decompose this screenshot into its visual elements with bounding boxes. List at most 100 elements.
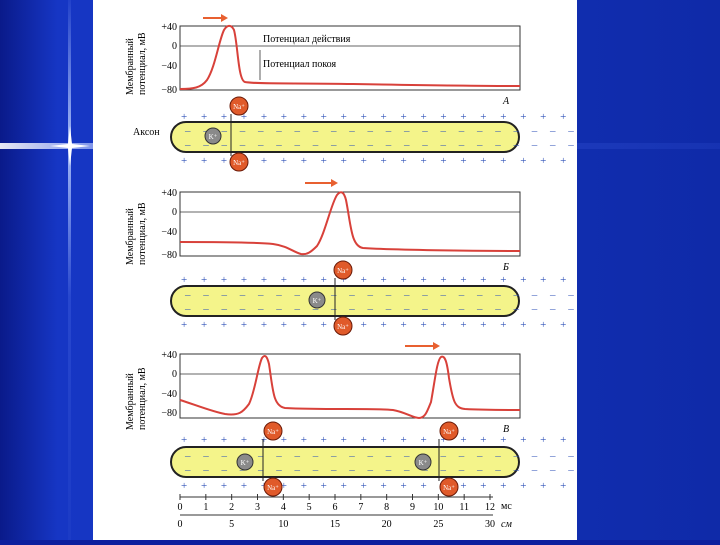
na-ion — [229, 96, 249, 116]
tick-label: −40 — [161, 61, 177, 72]
plus-row-bottom: + + + + + + + + + + + + + + + + + + + + … — [181, 155, 577, 167]
minus-row-top: – – – – – – – – – – – – – – – – – – – – … — [184, 450, 577, 462]
minus-row-top: – – – – – – – – – – – – – – – – – – – – … — [184, 125, 577, 137]
y-axis-label-line2: потенциал, мВ — [137, 367, 148, 430]
x-tick-label-cm: 25 — [433, 519, 443, 530]
tick-label: +40 — [161, 188, 177, 199]
y-axis-label-line1: Мембранный — [125, 373, 136, 430]
x-tick-label-ms: 10 — [433, 502, 443, 513]
x-tick-label-ms: 1 — [203, 502, 208, 513]
direction-arrow-head — [331, 179, 338, 187]
x-tick-label-ms: 0 — [178, 502, 183, 513]
tick-label: 0 — [172, 207, 177, 218]
plus-row-top: + + + + + + + + + + + + + + + + + + + + … — [181, 274, 577, 286]
minus-row-top: – – – – – – – – – – – – – – – – – – – – … — [184, 289, 577, 301]
k-ion-label: K⁺ — [313, 297, 322, 305]
x-axis-ms-ticks: 0 1 2 3 4 5 6 7 8 9 10 11 12 — [178, 494, 495, 513]
tick-label: −80 — [161, 408, 177, 419]
action-potential-figure: Мембранный потенциал, мВ +40 0 −40 −80 П… — [93, 0, 626, 540]
k-ion — [236, 453, 254, 471]
panel-a: Мембранный потенциал, мВ +40 0 −40 −80 П… — [125, 14, 626, 172]
potential-trace — [179, 24, 521, 90]
y-axis-label-line2: потенциал, мВ — [137, 32, 148, 95]
x-tick-label-cm: 20 — [382, 519, 392, 530]
x-tick-label-cm: 0 — [178, 519, 183, 530]
annotation-rest-potential: Потенциал покоя — [263, 59, 336, 70]
na-ion — [333, 316, 353, 336]
tick-label: 0 — [172, 41, 177, 52]
k-ion-label: K⁺ — [419, 459, 428, 467]
panel-b: Мембранный потенциал, мВ +40 0 −40 −80 Б… — [125, 179, 626, 336]
tick-label: 0 — [172, 369, 177, 380]
minus-row-bottom: – – – – – – – – – – – – – – – – – – – – … — [184, 464, 577, 476]
na-ion-label: Na⁺ — [337, 267, 349, 275]
panel-letter: Б — [502, 262, 509, 273]
x-tick-label-cm: 5 — [229, 519, 234, 530]
axon — [170, 446, 520, 478]
potential-trace — [179, 355, 521, 420]
direction-arrow-head — [433, 342, 440, 350]
x-tick-label-cm: 15 — [330, 519, 340, 530]
panel-c: Мембранный потенциал, мВ +40 0 −40 −80 В… — [125, 342, 626, 497]
y-axis-label-line1: Мембранный — [125, 38, 136, 95]
k-ion-label: K⁺ — [241, 459, 250, 467]
x-tick-label-ms: 7 — [358, 502, 363, 513]
decorative-vertical-line — [68, 0, 71, 540]
y-axis-label-line1: Мембранный — [125, 208, 136, 265]
na-ion-label: Na⁺ — [337, 323, 349, 331]
tick-label: −40 — [161, 389, 177, 400]
x-axes: 0 1 2 3 4 5 6 7 8 9 10 11 12 0 5 10 15 20 25 30 мс см — [178, 494, 512, 530]
potential-trace — [179, 191, 521, 256]
minus-row-bottom: – – – – – – – – – – – – – – – – – – – – … — [184, 303, 577, 315]
k-ion — [414, 453, 432, 471]
na-ion — [263, 421, 283, 441]
na-ion-label: Na⁺ — [443, 428, 455, 436]
x-tick-label-ms: 2 — [229, 502, 234, 513]
x-tick-label-cm: 30 — [485, 519, 495, 530]
axon — [170, 121, 520, 153]
axon — [170, 285, 520, 317]
tick-label: −80 — [161, 250, 177, 261]
plot-frame — [179, 353, 521, 419]
tick-label: −80 — [161, 85, 177, 96]
axon-label: Аксон — [133, 127, 160, 138]
na-ion — [229, 152, 249, 172]
plot-frame — [179, 191, 521, 257]
minus-row-bottom: – – – – – – – – – – – – – – – – – – – – … — [184, 139, 577, 151]
x-axis-cm-unit: см — [501, 519, 512, 530]
na-ion-label: Na⁺ — [267, 484, 279, 492]
x-tick-label-ms: 4 — [281, 502, 286, 513]
na-ion-label: Na⁺ — [233, 159, 245, 167]
na-ion — [263, 477, 283, 497]
x-tick-label-ms: 11 — [459, 502, 469, 513]
x-tick-label-ms: 5 — [307, 502, 312, 513]
panel-letter: В — [503, 424, 509, 435]
na-ion-label: Na⁺ — [443, 484, 455, 492]
na-ion-label: Na⁺ — [233, 103, 245, 111]
sparkle-icon — [50, 126, 90, 166]
x-axis-cm-ticks: 0 5 10 15 20 25 30 — [178, 519, 496, 530]
tick-label: −40 — [161, 227, 177, 238]
plus-row-top: + + + + + + + + + + + + + + + + + + + + … — [181, 434, 577, 446]
k-ion — [308, 291, 326, 309]
k-ion-label: K⁺ — [209, 133, 218, 141]
x-tick-label-ms: 9 — [410, 502, 415, 513]
y-axis-label-line2: потенциал, мВ — [137, 202, 148, 265]
direction-arrow-head — [221, 14, 228, 22]
x-tick-label-ms: 8 — [384, 502, 389, 513]
k-ion — [204, 127, 222, 145]
x-tick-label-ms: 6 — [333, 502, 338, 513]
tick-label: +40 — [161, 22, 177, 33]
na-ion — [439, 477, 459, 497]
tick-label: +40 — [161, 350, 177, 361]
plot-frame — [179, 25, 521, 91]
na-ion — [333, 260, 353, 280]
x-tick-label-ms: 3 — [255, 502, 260, 513]
plus-row-bottom: + + + + + + + + + + + + + + + + + + + + … — [181, 319, 577, 331]
x-axis-ms-unit: мс — [501, 501, 512, 512]
na-ion-label: Na⁺ — [267, 428, 279, 436]
plus-row-top: + + + + + + + + + + + + + + + + + + + + … — [181, 111, 577, 123]
x-tick-label-ms: 12 — [485, 502, 495, 513]
annotation-action-potential: Потенциал действия — [263, 34, 351, 45]
panel-letter: А — [502, 96, 510, 107]
